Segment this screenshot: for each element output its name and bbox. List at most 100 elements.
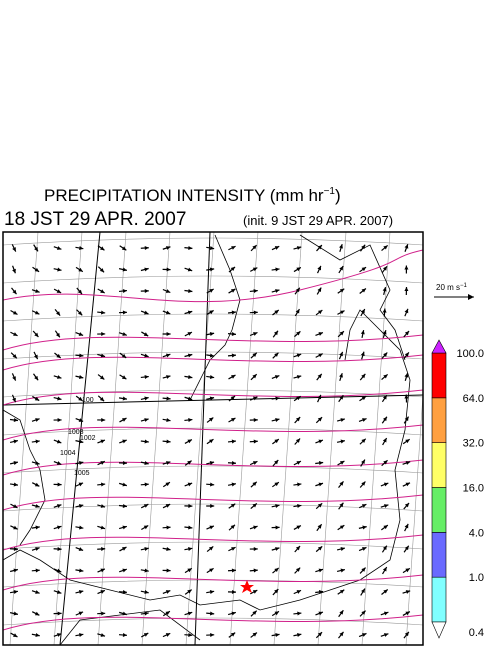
wind-arrow [97, 483, 105, 487]
wind-arrow [405, 524, 409, 531]
wind-head [362, 526, 366, 530]
wind-arrow [97, 332, 105, 336]
wind-arrow [359, 526, 367, 530]
wind-arrow [359, 504, 366, 508]
wind-arrow [98, 396, 104, 401]
wind-head [384, 612, 388, 616]
wind-arrow [293, 612, 301, 616]
wind-arrow [229, 396, 235, 401]
wind-head [276, 526, 280, 530]
wind-arrow [251, 611, 257, 617]
wind-head [145, 483, 149, 487]
wind-arrow [294, 246, 302, 250]
wind-arrow [54, 612, 62, 616]
wind-arrow [76, 332, 83, 336]
wind-arrow [119, 483, 127, 487]
wind-arrow [360, 245, 365, 251]
wind-head [254, 311, 258, 315]
wind-arrow [272, 397, 280, 401]
wind-arrow [141, 418, 149, 422]
wind-head [145, 289, 149, 293]
wind-arrow [403, 483, 410, 487]
wind-arrow [75, 375, 83, 379]
wind-arrow [98, 590, 105, 594]
wind-head [14, 461, 18, 465]
wind-arrow [404, 287, 408, 295]
wind-head [166, 440, 170, 444]
meridian [186, 232, 214, 645]
wind-arrow [141, 375, 149, 379]
wind-arrow [55, 331, 59, 338]
wind-arrow [228, 354, 236, 358]
title-main: PRECIPITATION INTENSITY (mm hr [44, 186, 324, 205]
isobar [3, 335, 423, 350]
wind-arrow [360, 439, 366, 444]
wind-arrow [339, 632, 344, 638]
wind-arrow [10, 526, 17, 530]
colorbar-over [432, 340, 446, 353]
wind-arrow [272, 439, 278, 444]
wind-arrow [97, 526, 105, 530]
wind-head [35, 547, 39, 551]
wind-arrow [98, 569, 105, 573]
wind-arrow [75, 246, 83, 250]
wind-head [144, 547, 148, 551]
wind-head [361, 330, 365, 334]
wind-head [166, 526, 170, 530]
wind-arrow [404, 503, 409, 509]
wind-arrow [403, 439, 410, 444]
wind-head [406, 461, 410, 465]
wind-arrow [316, 417, 322, 423]
wind-arrow [405, 309, 409, 316]
wind-arrow [403, 568, 410, 572]
wind-arrow [119, 268, 127, 272]
wind-arrow [75, 633, 83, 637]
wind-arrow [184, 375, 192, 379]
wind-arrow [361, 309, 365, 316]
wind-arrow [184, 246, 192, 250]
wind-arrow [33, 374, 38, 381]
wind-arrow [339, 503, 344, 509]
wind-arrow [184, 289, 192, 293]
wind-arrow [119, 461, 127, 465]
wind-arrow [337, 569, 345, 573]
wind-arrow [163, 354, 171, 358]
wind-arrow [54, 397, 62, 401]
wind-arrow [76, 504, 84, 508]
wind-arrow [32, 504, 40, 508]
wind-arrow [404, 266, 408, 274]
wind-arrow [206, 268, 214, 272]
wind-arrow [293, 633, 301, 637]
wind-arrow [75, 526, 83, 530]
wind-arrow [11, 633, 18, 637]
wind-arrow [206, 504, 214, 508]
wind-arrow [361, 330, 365, 338]
parallel [3, 542, 423, 549]
wind-arrow [10, 590, 18, 594]
wind-arrow [228, 246, 235, 250]
wind-arrow [32, 612, 39, 616]
wind-head [101, 612, 105, 616]
wind-arrow [75, 569, 83, 573]
wind-head [210, 504, 214, 508]
wind-head [210, 612, 214, 616]
wind-arrow [98, 289, 105, 293]
wind-arrow [163, 526, 171, 530]
wind-head [57, 268, 61, 272]
wind-arrow [229, 504, 236, 509]
wind-arrow [54, 375, 62, 379]
wind-arrow [32, 440, 40, 444]
wind-head [58, 418, 62, 422]
wind-arrow [119, 418, 126, 422]
wind-arrow [32, 633, 40, 637]
wind-arrow [119, 332, 127, 336]
valid-time: 18 JST 29 APR. 2007 [4, 209, 186, 230]
wind-arrow [11, 353, 17, 359]
wind-arrow [97, 612, 105, 616]
wind-head [319, 483, 323, 487]
wind-arrow [76, 612, 83, 616]
wind-head [166, 547, 170, 551]
wind-arrow [98, 461, 105, 465]
